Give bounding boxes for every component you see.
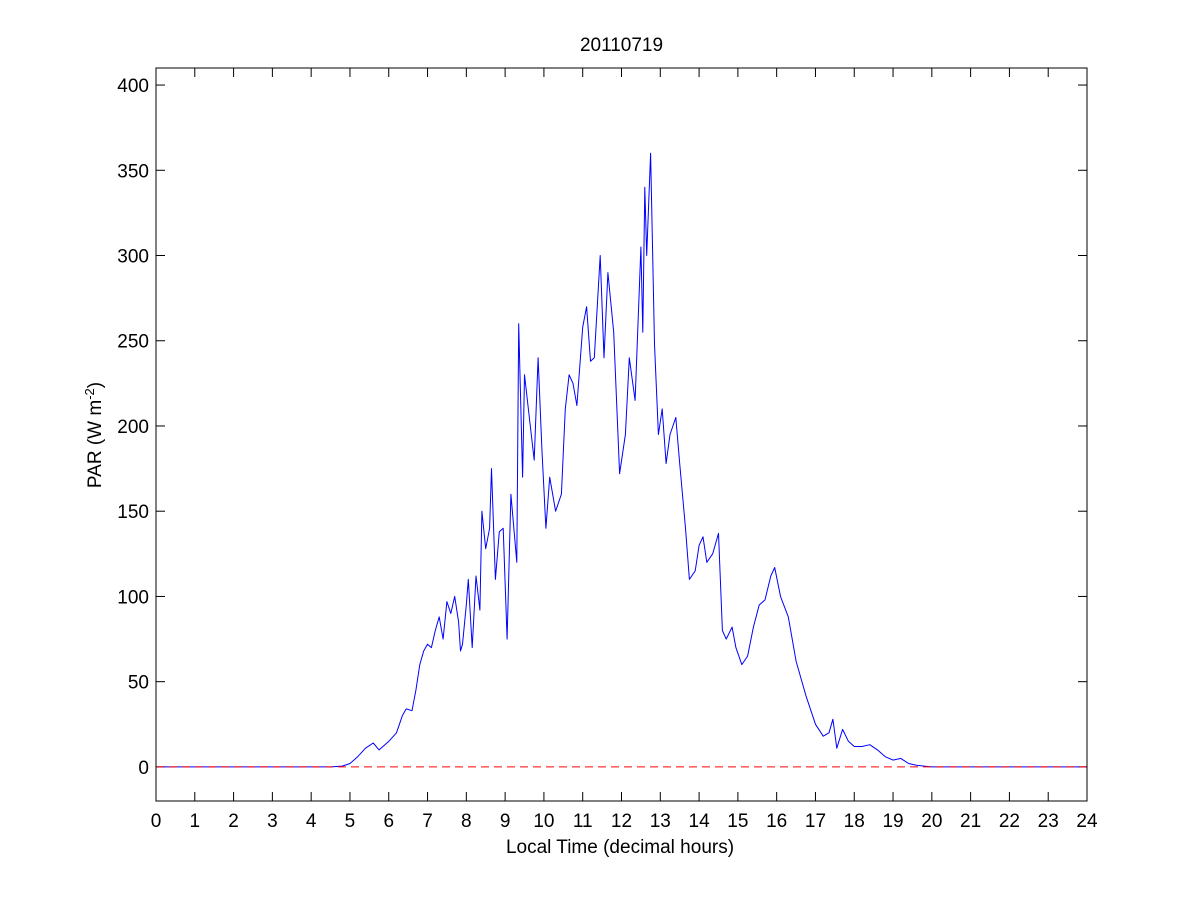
chart-title: 20110719: [580, 35, 663, 56]
y-axis-label-close: ): [85, 382, 106, 388]
x-tick-label: 3: [267, 811, 278, 832]
y-tick-label: 250: [117, 332, 149, 353]
x-tick-label: 15: [727, 811, 748, 832]
x-tick-label: 18: [844, 811, 865, 832]
x-tick-label: 17: [805, 811, 826, 832]
par-series-line: [156, 152, 1087, 768]
y-tick-label: 50: [128, 673, 149, 694]
y-tick-label: 150: [117, 502, 149, 523]
x-axis-tick-labels: 0 1 2 3 4 5 6 7 8 9 10 11 12 13 14 15 16 17 18 19 20 21 22 23 24: [151, 811, 1098, 832]
x-tick-label: 12: [611, 811, 632, 832]
x-tick-label: 1: [190, 811, 201, 832]
x-tick-label: 7: [422, 811, 433, 832]
plot-area: [156, 68, 1087, 801]
x-axis-label: Local Time (decimal hours): [506, 837, 734, 858]
x-tick-label: 14: [689, 811, 711, 832]
y-axis-label: PAR (W m-2): [82, 382, 106, 488]
x-tick-label: 6: [383, 811, 394, 832]
x-tick-label: 10: [533, 811, 554, 832]
y-tick-label: 400: [117, 76, 149, 97]
y-axis-label-superscript: -2: [82, 388, 97, 400]
plot-frame: [155, 67, 1088, 802]
x-tick-label: 8: [461, 811, 472, 832]
x-tick-label: 19: [882, 811, 903, 832]
x-tick-label: 4: [306, 811, 317, 832]
x-tick-label: 13: [650, 811, 671, 832]
series-layer: [156, 152, 1087, 768]
y-tick-label: 0: [138, 758, 149, 779]
x-tick-label: 11: [573, 811, 593, 832]
x-tick-label: 20: [921, 811, 942, 832]
x-tick-label: 16: [766, 811, 787, 832]
y-tick-label: 350: [117, 161, 149, 182]
y-axis-label-main: PAR (W m: [85, 400, 106, 488]
x-tick-label: 0: [151, 811, 162, 832]
y-tick-label: 200: [117, 417, 149, 438]
x-tick-label: 9: [500, 811, 511, 832]
x-tick-label: 5: [345, 811, 356, 832]
x-tick-label: 22: [999, 811, 1020, 832]
y-axis-tick-labels: 0 50 100 150 200 250 300 350 400: [117, 76, 149, 779]
x-axis-ticks: [155, 68, 1088, 801]
x-tick-label: 24: [1076, 811, 1098, 832]
y-tick-label: 300: [117, 247, 149, 268]
x-tick-label: 23: [1038, 811, 1059, 832]
x-tick-label: 2: [228, 811, 239, 832]
y-tick-label: 100: [117, 587, 149, 608]
x-tick-label: 21: [960, 811, 981, 832]
